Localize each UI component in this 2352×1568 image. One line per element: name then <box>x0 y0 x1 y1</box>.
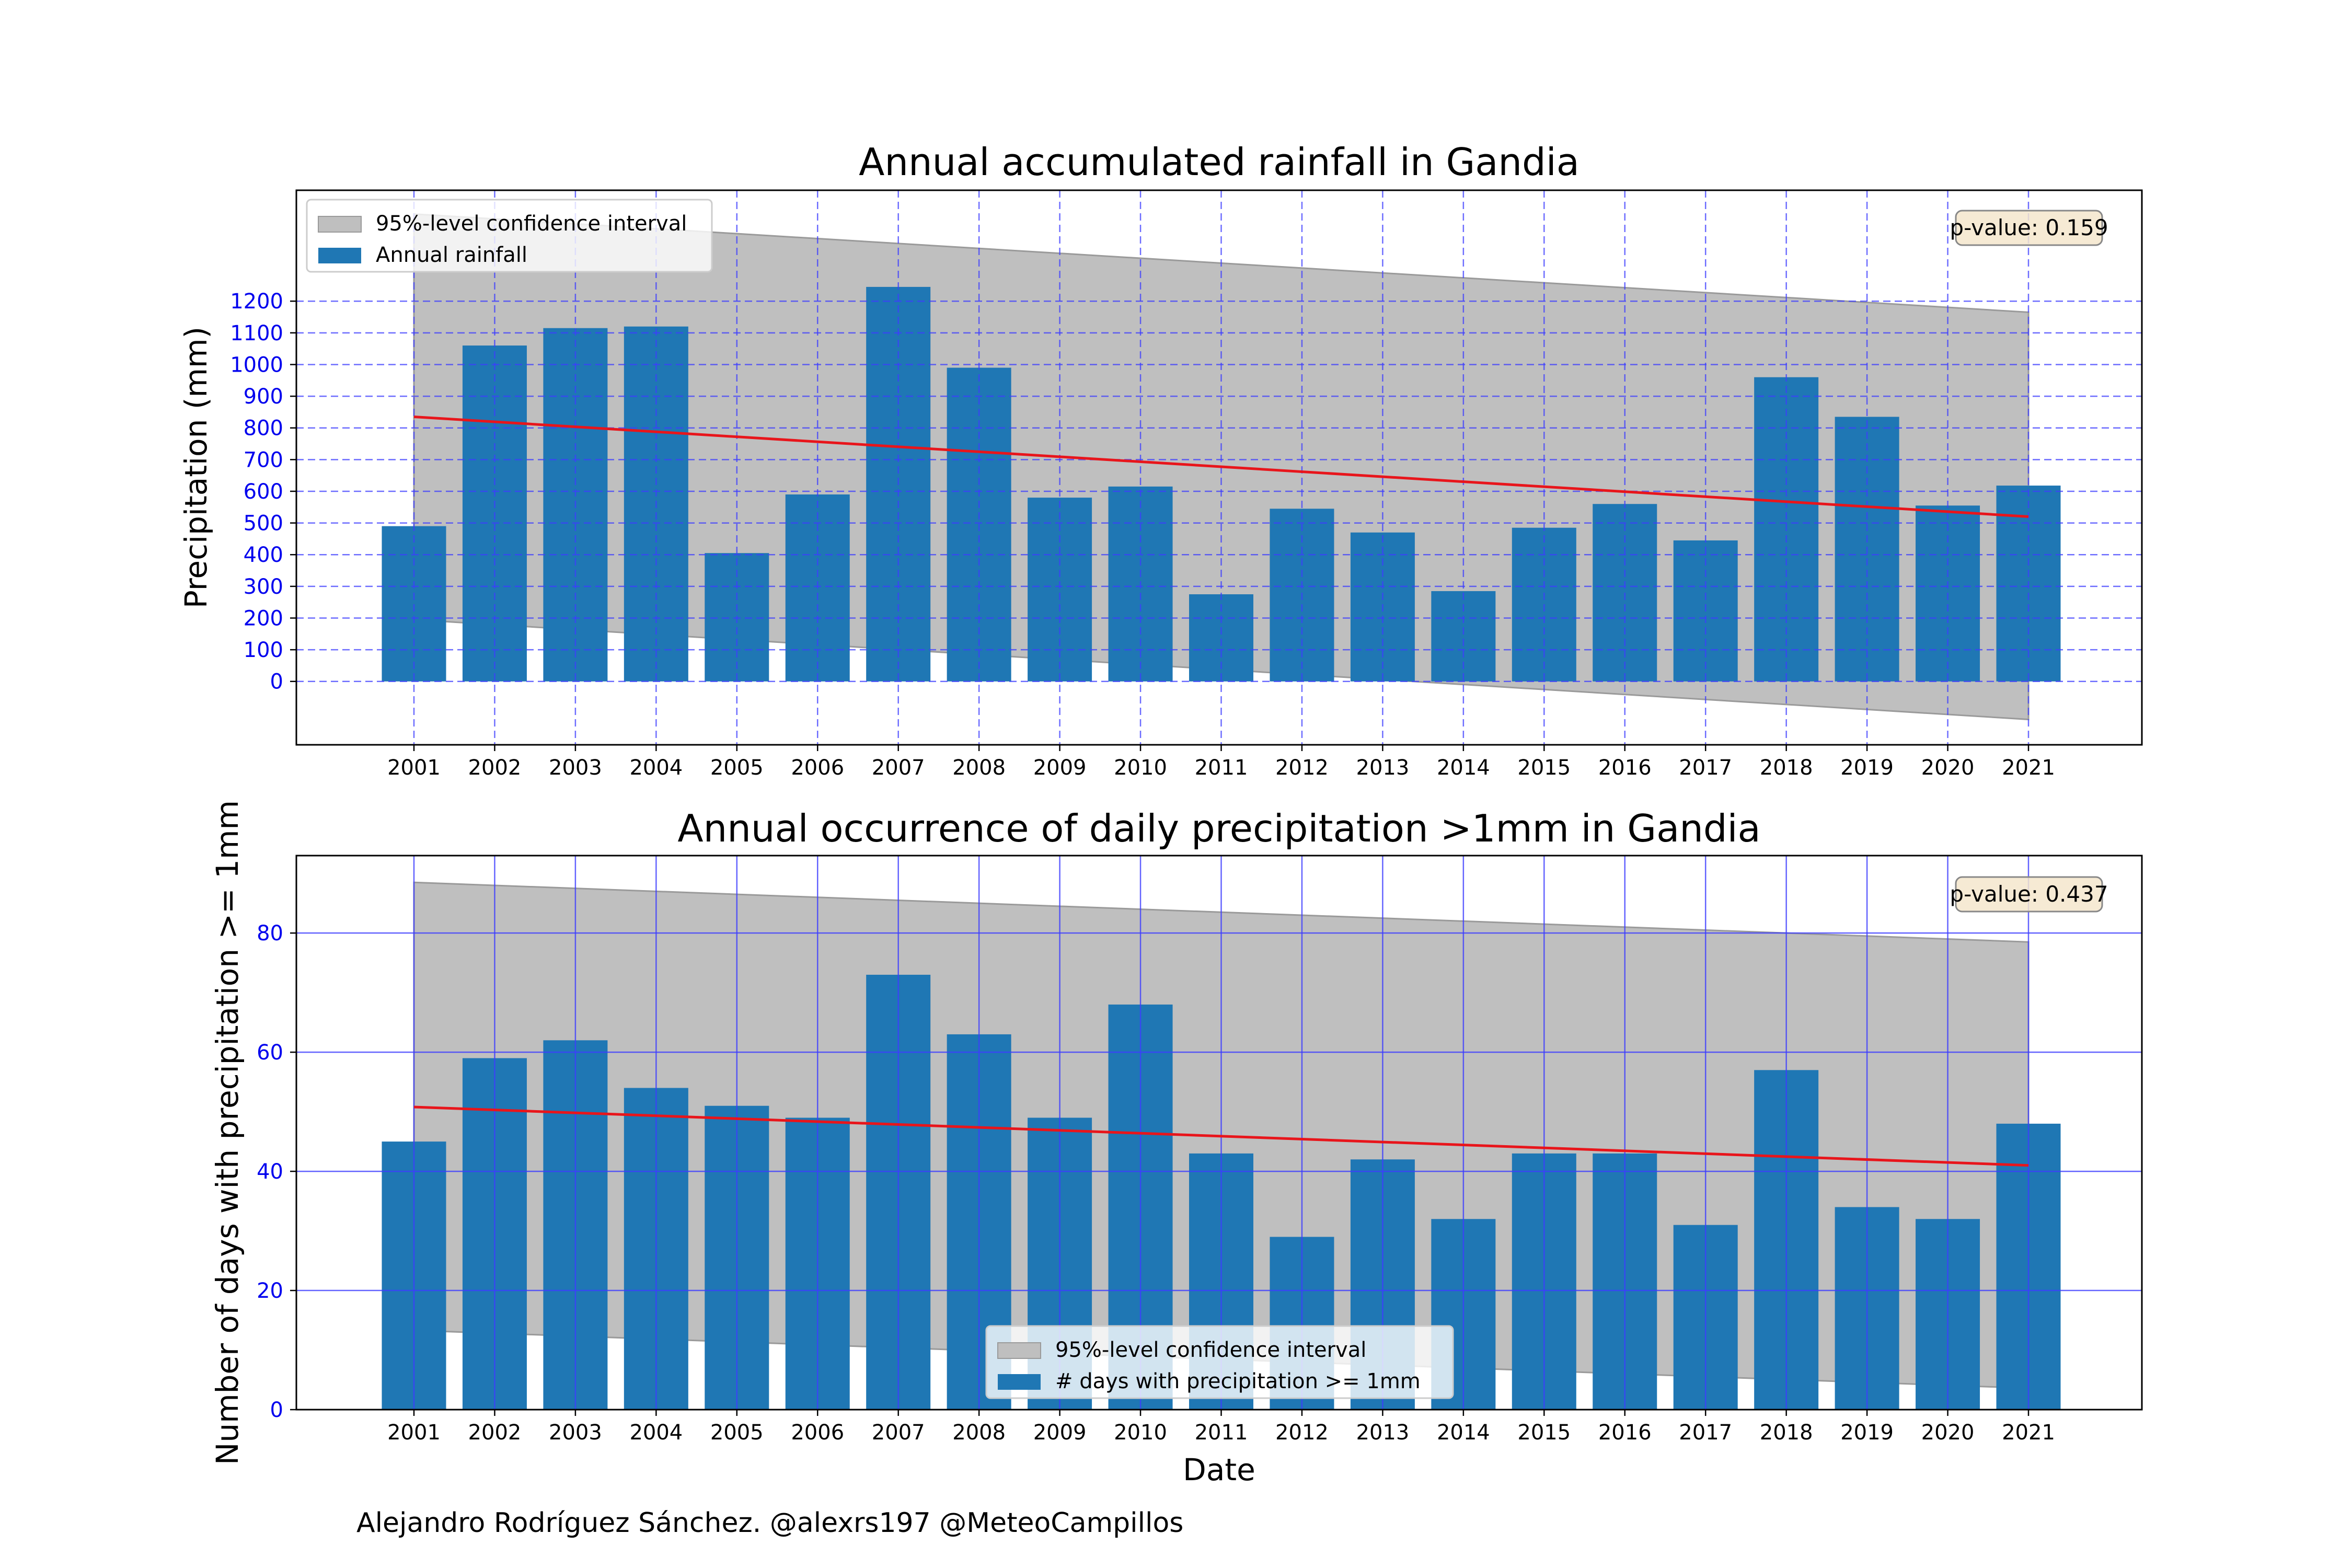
p-value-label: p-value: 0.437 <box>1950 881 2108 907</box>
x-tick-label: 2008 <box>952 756 1006 780</box>
y-tick-label: 200 <box>244 606 283 630</box>
x-tick-label: 2010 <box>1114 756 1167 780</box>
x-tick-label: 2002 <box>468 1421 522 1445</box>
x-tick-label: 2018 <box>1760 1421 1813 1445</box>
chart-title: Annual occurrence of daily precipitation… <box>677 806 1760 850</box>
x-tick-label: 2007 <box>872 756 925 780</box>
chart-2: 0 20 40 60 80 2001 2002 2003 2004 2005 2006 2007 200… <box>210 800 2142 1488</box>
x-tick-label: 2016 <box>1598 756 1652 780</box>
x-tick-label: 2012 <box>1275 1421 1329 1445</box>
x-tick-label: 2011 <box>1195 756 1248 780</box>
y-tick-label: 40 <box>257 1160 283 1184</box>
x-tick-label: 2001 <box>387 1421 441 1445</box>
legend-label: 95%-level confidence interval <box>1055 1338 1366 1362</box>
x-tick-label: 2013 <box>1356 756 1410 780</box>
y-axis-label: Number of days with precipitation >= 1mm <box>210 800 245 1465</box>
y-tick-label: 0 <box>270 1398 283 1422</box>
x-tick-label: 2006 <box>791 756 844 780</box>
y-tick-label: 700 <box>244 448 283 472</box>
y-tick-label: 500 <box>244 512 283 536</box>
y-tick-label: 800 <box>244 417 283 441</box>
x-tick-label: 2003 <box>549 1421 602 1445</box>
x-tick-label: 2014 <box>1437 756 1490 780</box>
legend-swatch <box>318 216 361 232</box>
y-axis-label: Precipitation (mm) <box>178 327 214 608</box>
x-tick-label: 2021 <box>2002 756 2055 780</box>
x-tick-label: 2017 <box>1679 1421 1732 1445</box>
legend-label: 95%-level confidence interval <box>376 212 687 236</box>
x-tick-label: 2014 <box>1437 1421 1490 1445</box>
x-tick-label: 2021 <box>2002 1421 2055 1445</box>
y-tick-label: 80 <box>257 921 283 946</box>
x-tick-label: 2007 <box>872 1421 925 1445</box>
x-tick-label: 2020 <box>1921 1421 1975 1445</box>
x-tick-label: 2009 <box>1033 756 1087 780</box>
legend: 95%-level confidence interval # days with… <box>986 1326 1453 1398</box>
chart-title: Annual accumulated rainfall in Gandia <box>859 140 1579 184</box>
x-tick-label: 2011 <box>1195 1421 1248 1445</box>
y-tick-label: 400 <box>244 543 283 567</box>
x-tick-label: 2006 <box>791 1421 844 1445</box>
y-tick-label: 100 <box>244 638 283 662</box>
x-tick-label: 2005 <box>710 1421 764 1445</box>
x-tick-label: 2004 <box>629 756 683 780</box>
x-tick-label: 2009 <box>1033 1421 1087 1445</box>
x-tick-label: 2008 <box>952 1421 1006 1445</box>
x-tick-label: 2019 <box>1840 1421 1894 1445</box>
legend-swatch <box>998 1374 1041 1390</box>
x-tick-label: 2018 <box>1760 756 1813 780</box>
p-value-box: p-value: 0.437 <box>1950 877 2108 912</box>
y-tick-label: 600 <box>244 480 283 504</box>
x-tick-label: 2013 <box>1356 1421 1410 1445</box>
y-tick-label: 1200 <box>230 290 283 314</box>
x-tick-label: 2017 <box>1679 756 1732 780</box>
x-tick-label: 2010 <box>1114 1421 1167 1445</box>
credit-text: Alejandro Rodríguez Sánchez. @alexrs197 … <box>356 1507 1183 1539</box>
y-tick-label: 20 <box>257 1279 283 1303</box>
chart-1: 0 100 200 300 400 500 600 700 800 900 1000 1100 1200… <box>178 140 2142 780</box>
p-value-label: p-value: 0.159 <box>1950 215 2108 240</box>
x-tick-label: 2012 <box>1275 756 1329 780</box>
x-tick-label: 2015 <box>1517 1421 1571 1445</box>
x-tick-label: 2020 <box>1921 756 1975 780</box>
y-tick-label: 60 <box>257 1041 283 1065</box>
x-tick-label: 2016 <box>1598 1421 1652 1445</box>
legend-label: Annual rainfall <box>376 243 527 267</box>
x-tick-label: 2005 <box>710 756 764 780</box>
x-tick-label: 2003 <box>549 756 602 780</box>
y-tick-label: 1000 <box>230 353 283 377</box>
y-tick-label: 300 <box>244 575 283 599</box>
x-tick-label: 2002 <box>468 756 522 780</box>
legend: 95%-level confidence interval Annual rain… <box>307 200 712 272</box>
y-tick-label: 1100 <box>230 321 283 345</box>
x-tick-label: 2015 <box>1517 756 1571 780</box>
x-tick-label: 2019 <box>1840 756 1894 780</box>
p-value-box: p-value: 0.159 <box>1950 211 2108 245</box>
legend-swatch <box>318 248 361 263</box>
x-tick-label: 2004 <box>629 1421 683 1445</box>
legend-label: # days with precipitation >= 1mm <box>1055 1369 1421 1393</box>
x-tick-label: 2001 <box>387 756 441 780</box>
legend-swatch <box>998 1343 1041 1358</box>
x-axis-label: Date <box>1183 1452 1255 1488</box>
y-tick-label: 0 <box>270 670 283 694</box>
y-tick-label: 900 <box>244 385 283 409</box>
